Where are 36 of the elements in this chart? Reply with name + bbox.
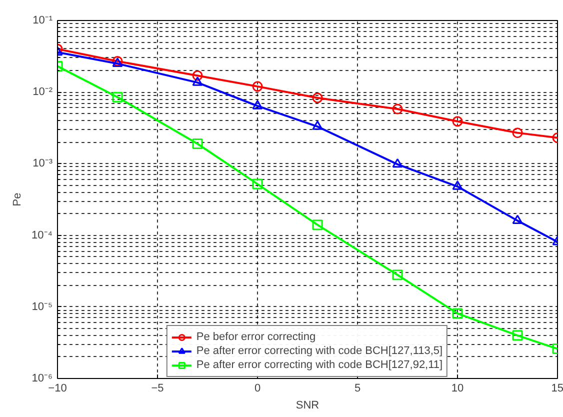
point (192, 138, 203, 149)
point (452, 180, 463, 190)
point (312, 92, 323, 104)
x-tick-label: −10 (48, 382, 67, 394)
point (252, 100, 263, 110)
x-tick-label: 0 (254, 382, 261, 394)
legend-label: Pe after error correcting with code BCH[127,92,11] (196, 358, 443, 372)
point (512, 128, 523, 138)
y-tick-label: 10⁻³ (32, 158, 53, 170)
x-axis-title: SNR (296, 400, 320, 412)
x-tick-label: 15 (551, 382, 563, 394)
point (512, 330, 523, 341)
y-tick-label: 10⁻² (32, 86, 53, 98)
y-tick-label: 10⁻⁴ (32, 229, 53, 242)
y-axis-title: Pe (12, 192, 24, 206)
point (312, 220, 323, 230)
point (392, 104, 403, 114)
x-tick-label: 5 (354, 382, 361, 394)
point (112, 92, 123, 102)
point (452, 308, 463, 319)
x-tick-label: −5 (151, 382, 164, 394)
point (392, 270, 403, 280)
y-tick-label: 10⁻⁵ (32, 300, 52, 313)
legend-label: Pe befor error correcting (196, 330, 316, 344)
point (192, 70, 203, 81)
point (312, 120, 323, 130)
point (392, 158, 403, 168)
y-tick-label: 10⁻⁶ (32, 372, 52, 384)
point (452, 116, 463, 127)
point (252, 81, 263, 92)
point (192, 76, 203, 86)
legend-label: Pe after error correcting with code BCH[127,113,5] (196, 344, 443, 358)
x-tick-label: 10 (451, 382, 464, 394)
point (252, 178, 263, 190)
y-tick-label: 10⁻¹ (32, 14, 53, 26)
point (512, 214, 523, 224)
